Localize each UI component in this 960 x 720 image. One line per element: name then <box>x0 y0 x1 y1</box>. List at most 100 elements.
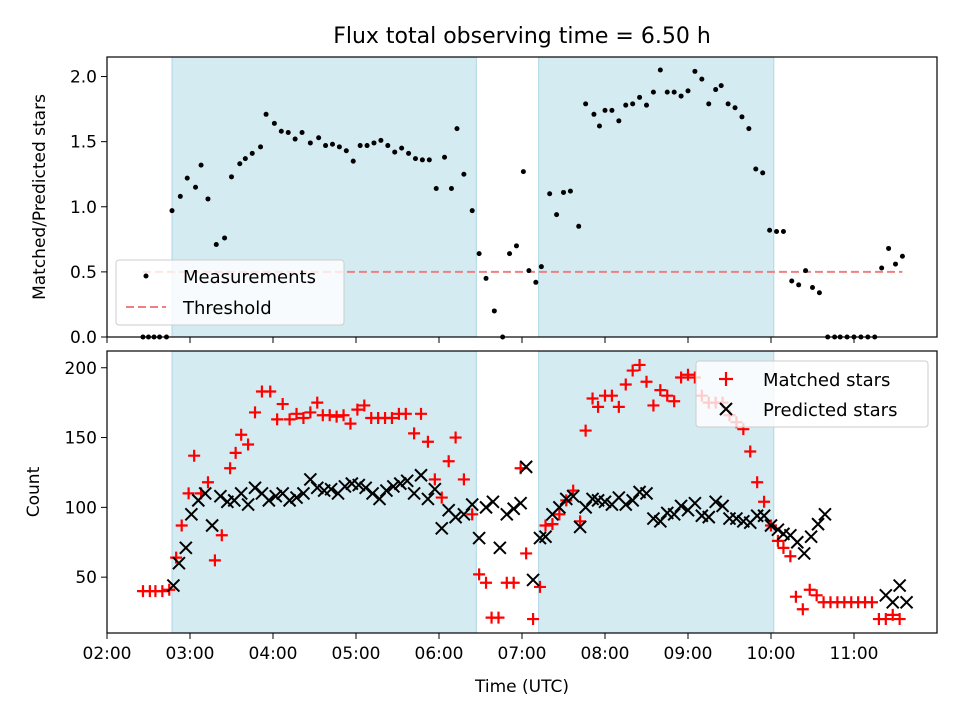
measurement-point <box>664 89 670 95</box>
measurement-point <box>685 88 691 94</box>
measurement-point <box>491 308 497 314</box>
measurement-point <box>576 223 582 229</box>
matched-star-point <box>492 611 505 624</box>
measurement-point <box>169 208 175 214</box>
top-y-ticks: 0.0 0.5 1.0 1.5 2.0 <box>70 68 107 348</box>
measurement-point <box>426 157 432 163</box>
measurement-point <box>644 102 649 108</box>
predicted-star-point <box>465 497 479 512</box>
measurement-point <box>650 89 656 95</box>
measurement-point <box>657 67 663 73</box>
predicted-star-point <box>414 468 428 482</box>
bottom-y-tick-label: 100 <box>65 498 97 518</box>
bottom-y-tick-label: 50 <box>75 568 97 588</box>
measurement-point <box>278 128 284 134</box>
measurement-point <box>307 140 313 146</box>
top-panel: 0.00.51.01.52.0 Matched/Predicted stars … <box>30 56 938 348</box>
measurement-point <box>796 282 802 288</box>
matched-star-point <box>330 410 343 423</box>
measurement-point <box>886 245 892 251</box>
x-tick-label: 08:00 <box>581 644 630 664</box>
measurement-point <box>554 212 560 218</box>
matched-star-point <box>297 412 310 425</box>
top-y-tick-label: 1.0 <box>70 198 97 218</box>
measurement-point <box>538 264 544 270</box>
matched-star-point <box>574 515 587 528</box>
legend-predicted-marker <box>719 402 733 416</box>
measurement-point <box>364 143 370 149</box>
matched-star-point <box>661 389 674 402</box>
x-tick-label: 02:00 <box>83 644 132 664</box>
predicted-star-point <box>729 511 744 526</box>
matched-star-point <box>304 406 317 419</box>
matched-star-point <box>567 484 580 497</box>
matched-star-point <box>473 568 486 581</box>
measurement-point <box>591 111 597 117</box>
predicted-star-point <box>493 541 507 555</box>
legend-threshold-label: Threshold <box>182 298 272 319</box>
predicted-star-point <box>241 497 255 512</box>
measurement-point <box>371 140 377 146</box>
matched-star-point <box>771 534 784 547</box>
measurement-point <box>329 141 335 147</box>
matched-star-point <box>215 529 228 542</box>
measurement-point <box>163 334 169 340</box>
predicted-star-point <box>289 490 304 505</box>
measurement-point <box>258 144 264 150</box>
matched-star-point <box>744 445 757 458</box>
matched-star-point <box>675 371 688 384</box>
predicted-star-point <box>804 529 818 544</box>
measurement-point <box>399 145 405 151</box>
matched-star-point <box>264 385 277 398</box>
matched-star-point <box>311 396 324 409</box>
predicted-star-point <box>526 573 540 587</box>
bottom-y-axis-label: Count <box>24 466 44 517</box>
matched-star-point <box>886 608 899 621</box>
predicted-star-point <box>269 489 283 503</box>
x-tick-label: 07:00 <box>498 644 547 664</box>
bottom-legend: Matched stars Predicted stars <box>695 360 929 428</box>
matched-star-point <box>586 392 599 405</box>
predicted-star-point <box>372 492 387 506</box>
matched-star-point <box>879 613 892 626</box>
matched-star-point <box>337 409 350 422</box>
x-tick-label: 10:00 <box>747 644 796 664</box>
measurement-point <box>157 334 163 340</box>
measurement-point <box>865 334 871 340</box>
matched-star-point <box>893 613 906 626</box>
measurement-point <box>412 156 418 162</box>
predicted-star-point <box>486 495 500 509</box>
matched-star-point <box>810 589 823 602</box>
measurement-point <box>198 162 204 168</box>
measurement-point <box>832 334 838 340</box>
measurement-point <box>561 189 566 195</box>
matched-star-point <box>612 400 625 413</box>
measurement-point <box>803 268 809 274</box>
top-y-tick-label: 2.0 <box>70 68 97 88</box>
matched-star-point <box>633 358 646 371</box>
measurement-point <box>780 229 786 235</box>
matched-star-point <box>235 428 248 441</box>
matched-star-point <box>777 541 790 554</box>
measurement-point <box>851 334 857 340</box>
predicted-star-point <box>428 482 442 496</box>
matched-star-point <box>533 580 546 593</box>
measurement-point <box>760 170 766 176</box>
predicted-star-point <box>379 483 394 498</box>
measurement-point <box>623 102 629 108</box>
predicted-star-point <box>538 529 553 544</box>
predicted-star-point <box>708 495 723 509</box>
measurement-point <box>442 154 448 160</box>
top-legend-box <box>115 259 345 326</box>
measurement-point <box>616 118 622 124</box>
measurement-point <box>844 334 850 340</box>
predicted-star-point <box>552 500 567 515</box>
top-y-tick-label: 0.5 <box>70 263 97 283</box>
predicted-star-point <box>790 535 804 549</box>
top-y-tick-label: 1.5 <box>70 133 97 153</box>
matched-star-point <box>415 407 428 420</box>
measurement-point <box>461 171 467 177</box>
predicted-star-point <box>435 521 449 536</box>
measurement-point <box>637 94 643 100</box>
measurement-point <box>316 135 322 141</box>
